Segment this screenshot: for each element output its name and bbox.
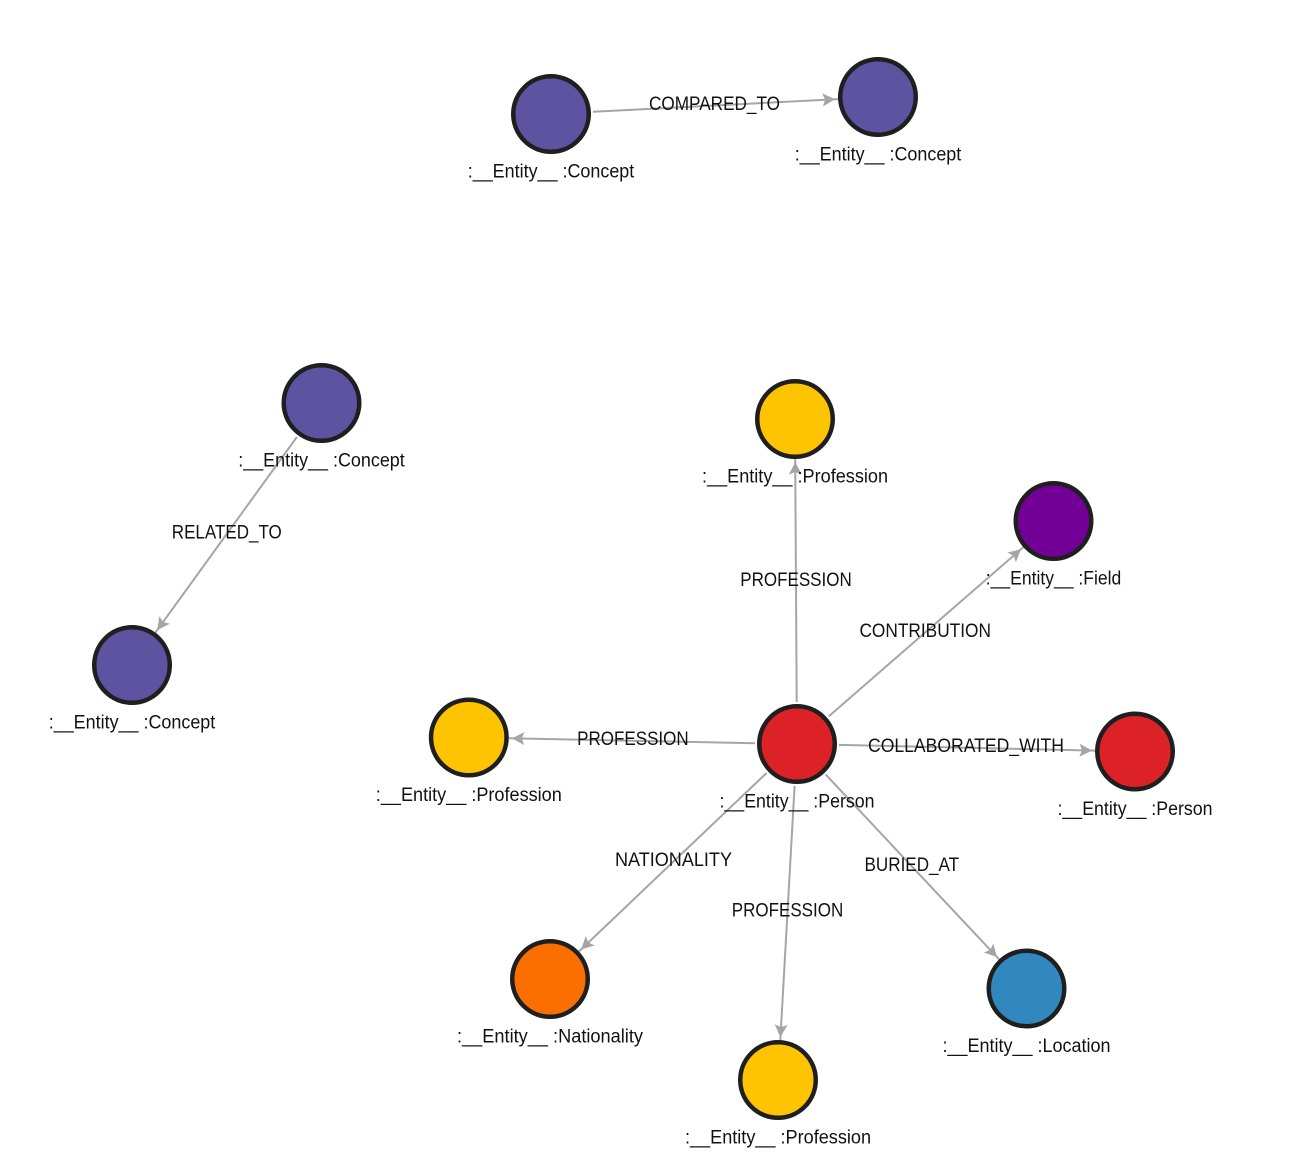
svg-text:CONTRIBUTION: CONTRIBUTION (859, 621, 991, 642)
svg-text::__Entity__ :Nationality: :__Entity__ :Nationality (457, 1027, 643, 1048)
svg-text:PROFESSION: PROFESSION (740, 570, 852, 591)
svg-text::__Entity__ :Field: :__Entity__ :Field (986, 569, 1122, 590)
svg-text::__Entity__ :Person: :__Entity__ :Person (720, 792, 875, 813)
svg-text::__Entity__ :Profession: :__Entity__ :Profession (685, 1128, 871, 1149)
svg-text:PROFESSION: PROFESSION (577, 729, 689, 750)
svg-text::__Entity__ :Concept: :__Entity__ :Concept (468, 162, 635, 183)
svg-text::__Entity__ :Concept: :__Entity__ :Concept (795, 145, 962, 166)
svg-text:PROFESSION: PROFESSION (732, 901, 844, 922)
svg-text:COLLABORATED_WITH: COLLABORATED_WITH (868, 736, 1064, 757)
svg-text::__Entity__ :Location: :__Entity__ :Location (943, 1036, 1111, 1057)
svg-text:COMPARED_TO: COMPARED_TO (649, 94, 780, 115)
svg-text:NATIONALITY: NATIONALITY (615, 850, 732, 871)
svg-text::__Entity__ :Concept: :__Entity__ :Concept (49, 713, 216, 734)
svg-text::__Entity__ :Profession: :__Entity__ :Profession (702, 467, 888, 488)
svg-text::__Entity__ :Profession: :__Entity__ :Profession (376, 785, 562, 806)
svg-text::__Entity__ :Concept: :__Entity__ :Concept (238, 451, 405, 472)
svg-text:RELATED_TO: RELATED_TO (172, 523, 282, 544)
svg-text::__Entity__ :Person: :__Entity__ :Person (1058, 799, 1213, 820)
svg-text:BURIED_AT: BURIED_AT (865, 855, 960, 876)
